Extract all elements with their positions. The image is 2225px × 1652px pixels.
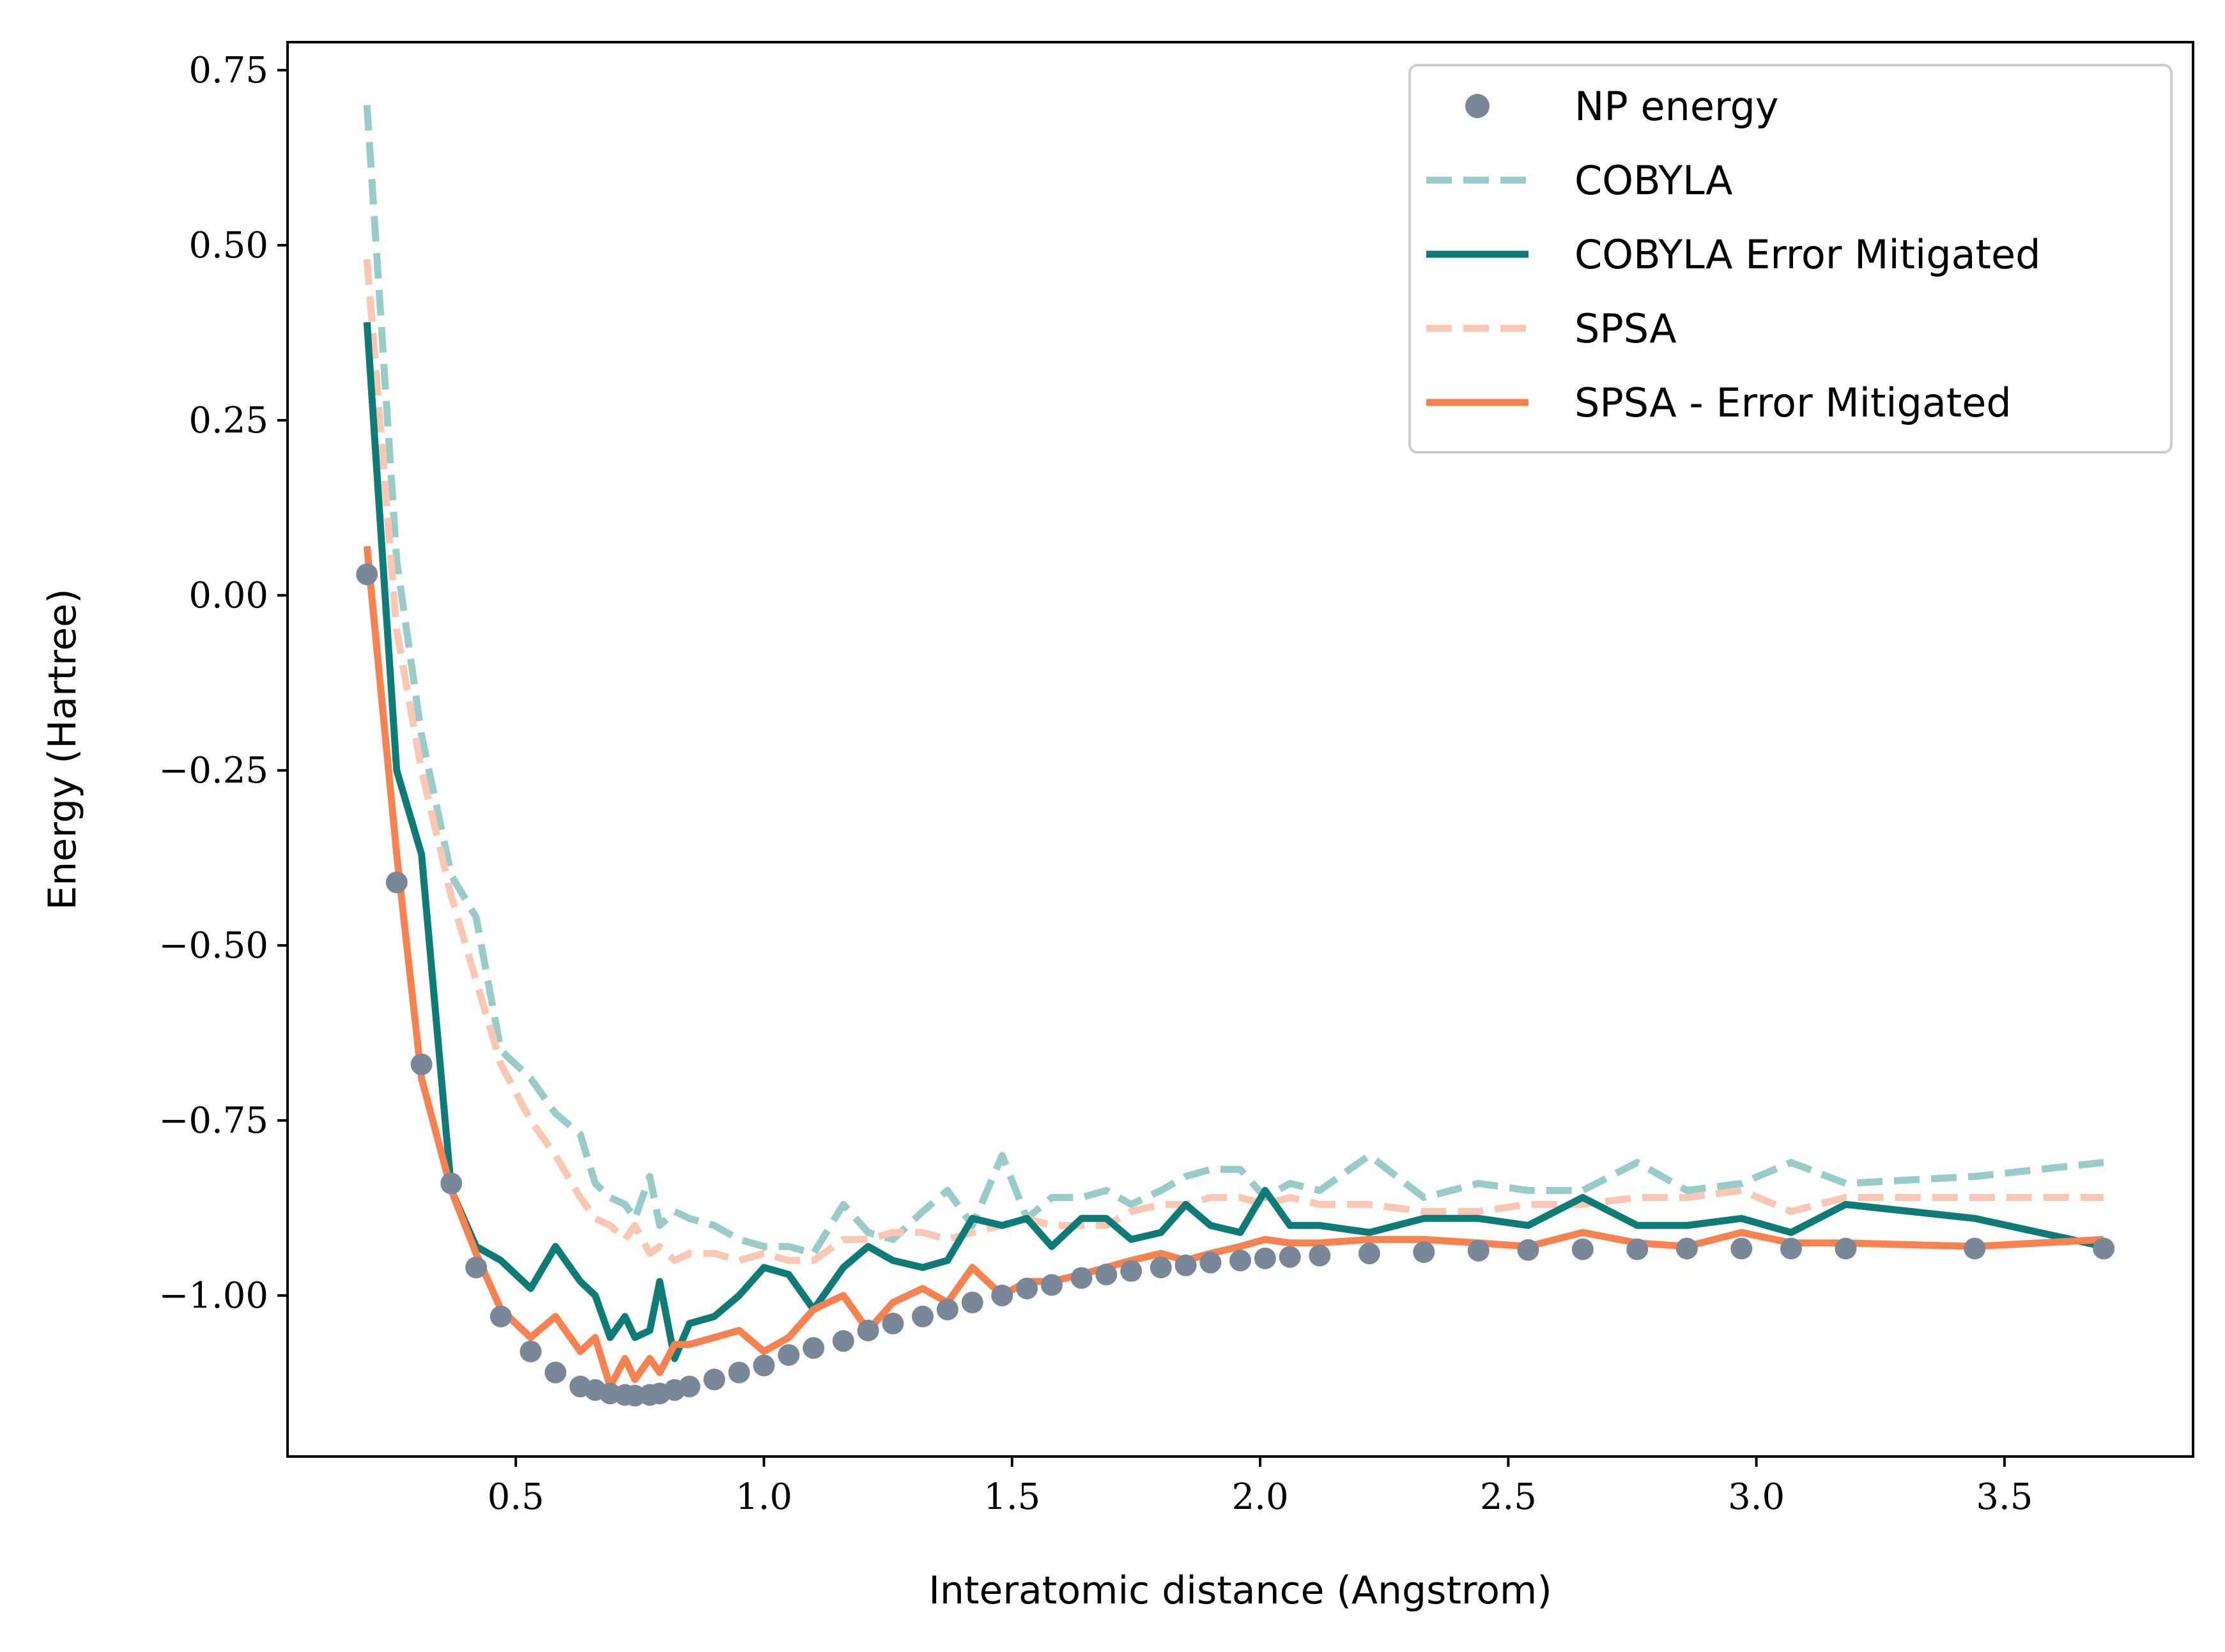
- data-point: [410, 1053, 433, 1076]
- series-np-energy: [356, 563, 2115, 1407]
- data-point: [356, 563, 378, 585]
- legend-marker: [1465, 94, 1490, 118]
- x-tick-label: 1.0: [735, 1476, 792, 1518]
- legend-label: COBYLA: [1574, 157, 1733, 204]
- data-point: [1040, 1274, 1063, 1296]
- data-point: [440, 1172, 463, 1195]
- data-point: [1626, 1238, 1649, 1260]
- legend-item-spsa-error-mitigated: SPSA - Error Mitigated: [1426, 379, 2012, 426]
- data-point: [728, 1361, 750, 1384]
- data-point: [1120, 1260, 1143, 1282]
- data-point: [832, 1330, 854, 1352]
- data-point: [1517, 1239, 1539, 1261]
- y-tick-label: −0.50: [158, 925, 268, 967]
- legend-label: SPSA - Error Mitigated: [1574, 379, 2012, 426]
- series-line: [363, 105, 2104, 1257]
- y-tick-label: −0.25: [158, 750, 268, 792]
- data-point: [385, 871, 408, 894]
- legend-item-cobyla: COBYLA: [1426, 157, 1733, 204]
- legend-box: [1408, 64, 2173, 454]
- x-tick-label: 2.0: [1232, 1476, 1289, 1518]
- y-tick-label: 0.50: [189, 225, 268, 266]
- legend-label: NP energy: [1574, 83, 1779, 130]
- data-point: [1730, 1237, 1753, 1260]
- data-point: [520, 1340, 542, 1363]
- axis-layer: 0.5 1.0 1.5 2.0 2.5 3.0 3.5 0.75 0.50 0.25 0.00 −0.…: [158, 50, 2033, 1518]
- x-axis-label: Interatomic distance (Angstrom): [928, 1568, 1552, 1613]
- legend-label: SPSA: [1574, 305, 1677, 352]
- y-tick-label: −1.00: [158, 1275, 268, 1317]
- data-point: [778, 1344, 800, 1366]
- data-point: [882, 1312, 904, 1335]
- data-point: [1571, 1238, 1594, 1260]
- data-point: [1254, 1247, 1276, 1269]
- data-point: [489, 1305, 512, 1327]
- x-tick-label: 0.5: [488, 1476, 544, 1518]
- data-point: [857, 1319, 879, 1342]
- y-tick-label: −0.75: [158, 1100, 268, 1142]
- data-point: [961, 1291, 983, 1313]
- series-cobyla: [363, 105, 2104, 1257]
- y-tick-label: 0.25: [189, 400, 268, 441]
- data-point: [1309, 1244, 1331, 1267]
- data-point: [1413, 1241, 1435, 1263]
- data-point: [703, 1368, 725, 1391]
- legend-item-spsa: SPSA: [1426, 305, 1677, 352]
- data-point: [912, 1305, 934, 1327]
- data-point: [465, 1257, 488, 1279]
- series-line: [363, 259, 2104, 1264]
- data-point: [753, 1354, 775, 1377]
- data-point: [803, 1337, 825, 1359]
- data-point: [1675, 1237, 1698, 1260]
- y-tick-label: 0.75: [189, 50, 268, 91]
- data-point: [1016, 1277, 1038, 1299]
- legend: NP energy COBYLA COBYLA Error Mitigated SPS…: [1408, 64, 2173, 454]
- x-tick-label: 3.5: [1976, 1476, 2033, 1518]
- data-point: [1095, 1264, 1118, 1286]
- data-point: [1279, 1246, 1301, 1268]
- data-point: [936, 1298, 959, 1320]
- data-point: [1835, 1237, 1857, 1260]
- y-tick-label: 0.00: [189, 575, 268, 616]
- legend-item-np-energy: NP energy: [1465, 83, 1779, 130]
- series-layer: [356, 105, 2115, 1407]
- data-point: [1964, 1237, 1986, 1260]
- data-point: [1467, 1239, 1490, 1262]
- data-point: [991, 1284, 1013, 1306]
- data-point: [1780, 1237, 1802, 1260]
- data-point: [1199, 1251, 1222, 1274]
- data-point: [2093, 1237, 2115, 1260]
- legend-entries: NP energy COBYLA COBYLA Error Mitigated SPS…: [1426, 83, 2040, 426]
- x-tick-label: 3.0: [1728, 1476, 1785, 1518]
- x-tick-label: 1.5: [983, 1476, 1040, 1518]
- legend-label: COBYLA Error Mitigated: [1574, 231, 2040, 278]
- y-axis-label: Energy (Hartree): [40, 588, 85, 910]
- series-cobyla-error-mitigated: [363, 322, 2105, 1363]
- series-spsa: [363, 259, 2104, 1264]
- data-point: [544, 1361, 567, 1384]
- data-point: [1070, 1267, 1093, 1289]
- legend-item-cobyla-error-mitigated: COBYLA Error Mitigated: [1426, 231, 2040, 278]
- series-line: [363, 322, 2105, 1363]
- data-point: [1174, 1254, 1197, 1276]
- data-point: [1358, 1243, 1380, 1265]
- data-point: [1150, 1257, 1172, 1279]
- data-point: [679, 1375, 701, 1398]
- data-point: [1229, 1250, 1251, 1272]
- x-tick-label: 2.5: [1480, 1476, 1537, 1518]
- plot-frame: [286, 41, 2194, 1458]
